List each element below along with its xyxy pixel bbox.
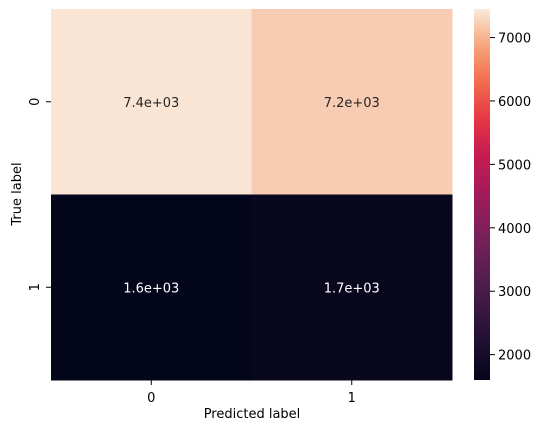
- heatmap-annotations: 7.4e+03 7.2e+03 1.6e+03 1.7e+03: [123, 96, 380, 297]
- y-axis-label: True label: [10, 162, 25, 226]
- heatmap-cell: [51, 194, 252, 381]
- colorbar-tick-label: 3000: [498, 285, 531, 300]
- cell-annotation: 1.7e+03: [324, 281, 380, 296]
- y-axis: 01: [28, 98, 51, 291]
- cell-annotation: 7.2e+03: [324, 96, 380, 111]
- colorbar: 2000 3000 4000 5000 6000 7000: [474, 9, 531, 380]
- x-axis-label: Predicted label: [204, 407, 301, 422]
- x-tick-label: 1: [348, 391, 356, 406]
- y-tick-label: 0: [28, 98, 43, 106]
- cell-annotation: 1.6e+03: [123, 281, 179, 296]
- y-tick-label: 1: [28, 283, 43, 291]
- heatmap-cell: [51, 9, 252, 195]
- x-tick-label: 0: [147, 391, 155, 406]
- colorbar-tick-label: 4000: [498, 222, 531, 237]
- colorbar-tick-label: 7000: [498, 32, 531, 47]
- colorbar-tick-label: 2000: [498, 349, 531, 364]
- colorbar-ticks: 2000 3000 4000 5000 6000 7000: [490, 32, 531, 364]
- heatmap-cell: [251, 194, 453, 381]
- colorbar-gradient: [474, 9, 490, 380]
- heatmap-cell: [251, 9, 453, 195]
- colorbar-tick-label: 5000: [498, 158, 531, 173]
- heatmap-cells: [51, 9, 453, 381]
- cell-annotation: 7.4e+03: [123, 96, 179, 111]
- colorbar-tick-label: 6000: [498, 95, 531, 110]
